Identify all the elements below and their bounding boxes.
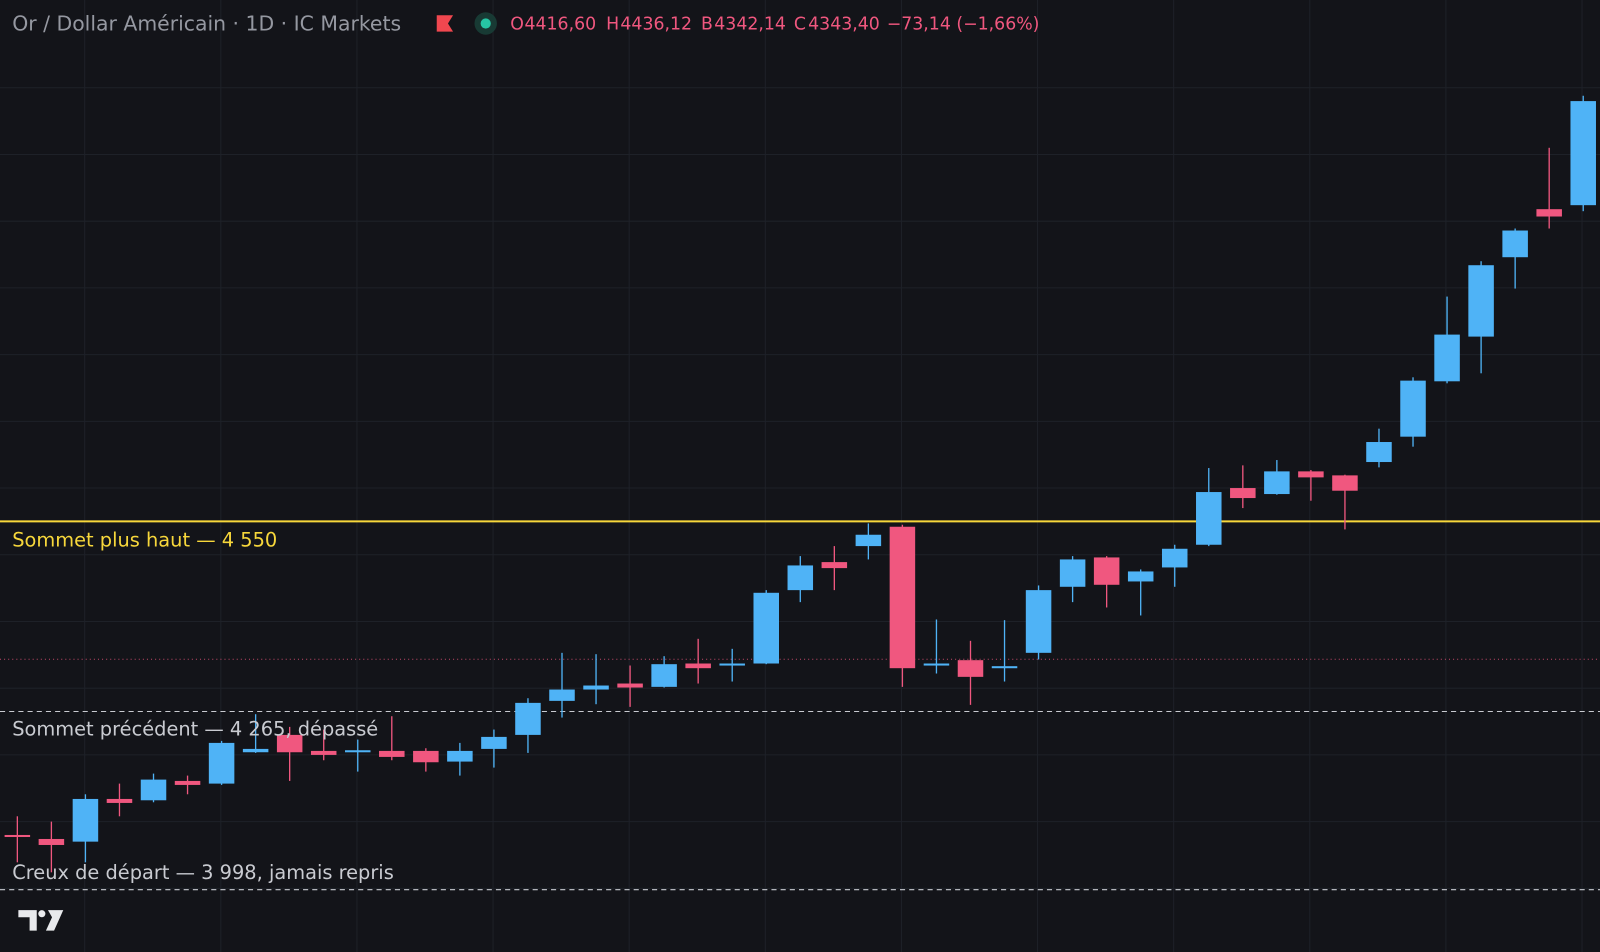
- candle-body: [685, 663, 711, 669]
- plot: Sommet plus haut — 4 550 Sommet précédent…: [0, 87, 1600, 891]
- candle-body: [719, 663, 745, 666]
- candle-body: [1230, 488, 1256, 499]
- candle-body: [515, 702, 541, 735]
- candle-body: [38, 838, 65, 845]
- candle-body: [4, 834, 31, 838]
- level-label: Sommet plus haut — 4 550: [12, 528, 277, 551]
- candle-body: [208, 742, 235, 784]
- ohlc-key: H: [606, 14, 619, 34]
- symbol-title: Or / Dollar Américain · 1D · IC Markets: [12, 11, 401, 35]
- candle-body: [1093, 557, 1120, 585]
- candle-body: [276, 734, 303, 753]
- candle-body: [787, 565, 814, 591]
- candle-body: [1332, 475, 1358, 491]
- candle-body: [617, 683, 643, 688]
- candle-body: [1025, 590, 1052, 653]
- candle-body: [1502, 230, 1528, 258]
- candle-body: [1127, 571, 1154, 582]
- candle-body: [1570, 101, 1596, 206]
- candle-body: [1366, 442, 1392, 463]
- candle-body: [140, 779, 167, 801]
- candle-body: [1059, 559, 1086, 587]
- candle-body: [549, 689, 575, 701]
- candle-body: [310, 750, 337, 755]
- ohlc-value: 4436,12: [620, 14, 692, 34]
- ohlc-change: −73,14 (−1,66%): [887, 14, 1040, 34]
- candle-body: [72, 798, 99, 842]
- candle-body: [855, 534, 882, 547]
- candle-body: [1161, 548, 1188, 568]
- tradingview-logo: [18, 910, 64, 931]
- candle-body: [957, 660, 984, 677]
- candle-body: [991, 666, 1018, 669]
- candle-body: [821, 562, 848, 569]
- candle-body: [889, 526, 916, 669]
- flag-icon: [436, 15, 454, 32]
- candle-body: [753, 592, 779, 664]
- candle-body: [413, 750, 439, 763]
- candle-body: [583, 685, 609, 690]
- candle-body: [379, 750, 405, 757]
- ohlc-key: B: [701, 14, 713, 34]
- candle-body: [923, 663, 950, 666]
- level-label: Sommet précédent — 4 265, dépassé: [12, 717, 378, 740]
- candle-body: [1264, 471, 1290, 495]
- ohlc-key: C: [794, 14, 806, 34]
- ohlc-value: 4416,60: [524, 14, 596, 34]
- candle-body: [106, 798, 133, 803]
- candle-body: [1536, 209, 1562, 217]
- candle-body: [1196, 492, 1222, 545]
- candle-body: [1468, 265, 1494, 337]
- ohlc-values: O 4416,60 H 4436,12 B 4342,14 C 4343,40 −73,14 (…: [510, 14, 1039, 34]
- ohlc-value: 4343,40: [808, 14, 880, 34]
- candle-body: [174, 780, 201, 785]
- candle-body: [447, 750, 473, 762]
- candle-body: [1298, 471, 1324, 478]
- status-dot: [480, 18, 491, 29]
- ohlc-value: 4342,14: [714, 14, 786, 34]
- candle-body: [651, 664, 677, 687]
- candle-body: [242, 748, 269, 753]
- candle-body: [1400, 380, 1426, 437]
- level-label: Creux de départ — 3 998, jamais repris: [12, 861, 394, 884]
- candle-body: [481, 736, 507, 749]
- candle-body: [1434, 334, 1460, 382]
- ohlc-key: O: [510, 14, 524, 34]
- candle-body: [345, 750, 371, 753]
